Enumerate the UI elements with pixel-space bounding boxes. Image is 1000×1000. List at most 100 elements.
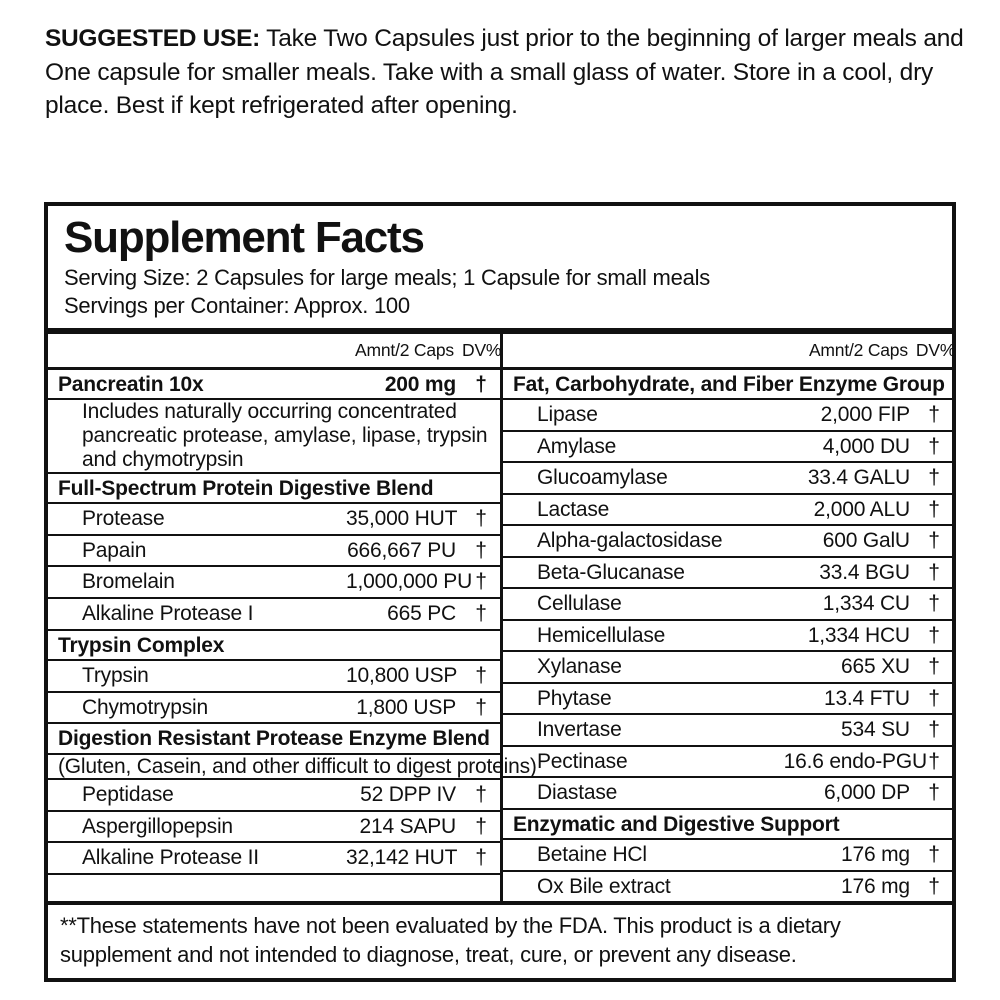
nutrient-name: Includes naturally occurring concentrate…	[48, 399, 500, 474]
nutrient-row: Hemicellulase 1,334 HCU †	[503, 619, 952, 653]
column-header-blank	[48, 334, 346, 370]
left-nutrition-column: Amnt/2 Caps DV% Pancreatin 10x 200 mg † Inclu…	[48, 334, 537, 929]
header-divider-rule	[48, 328, 952, 334]
nutrient-name: Lipase	[503, 399, 784, 432]
nutrient-row: Phytase 13.4 FTU †	[503, 682, 952, 716]
nutrient-row: Chymotrypsin 1,800 USP †	[48, 691, 500, 725]
nutrient-amount: 33.4 GALU	[783, 462, 916, 495]
nutrient-name: Ox Bile extract	[503, 870, 784, 904]
nutrient-row: Amylase 4,000 DU †	[503, 430, 952, 464]
nutrient-daily-value: †	[915, 462, 952, 495]
nutrient-daily-value: †	[915, 745, 952, 779]
nutrient-amount: 1,800 USP	[346, 691, 462, 725]
nutrient-name: Papain	[48, 534, 346, 568]
nutrient-daily-value: †	[462, 597, 500, 631]
nutrient-row: Diastase 6,000 DP †	[503, 777, 952, 810]
nutrient-row: Glucoamylase 33.4 GALU †	[503, 462, 952, 495]
nutrient-name: Bromelain	[48, 566, 346, 599]
suggested-use-label: SUGGESTED USE:	[45, 25, 260, 52]
nutrient-name: Aspergillopepsin	[48, 810, 346, 844]
nutrient-amount: 214 SAPU	[346, 810, 462, 844]
nutrient-amount: 666,667 PU	[346, 534, 462, 568]
nutrient-name: Cellulase	[503, 588, 784, 621]
nutrient-daily-value	[915, 368, 952, 401]
nutrient-name: Phytase	[503, 682, 784, 716]
nutrient-name: Protease	[48, 503, 346, 536]
nutrient-row: Trypsin 10,800 USP †	[48, 660, 500, 693]
nutrient-name: Alkaline Protease II	[48, 842, 346, 875]
nutrient-group-row: Fat, Carbohydrate, and Fiber Enzyme Grou…	[503, 368, 952, 401]
nutrient-name: Trypsin	[48, 660, 346, 693]
nutrient-name: Lactase	[503, 493, 784, 527]
nutrient-name: Alkaline Protease I	[48, 597, 346, 631]
suggested-use-paragraph: SUGGESTED USE: Take Two Capsules just pr…	[45, 22, 965, 123]
nutrient-name: Xylanase	[503, 651, 784, 684]
serving-size: Serving Size: 2 Capsules for large meals…	[64, 265, 710, 290]
nutrient-daily-value: †	[915, 399, 952, 432]
nutrient-group-row: Enzymatic and Digestive Support	[503, 808, 952, 841]
column-header-row: Amnt/2 Caps DV%	[503, 334, 955, 370]
nutrient-amount: 534 SU	[783, 714, 916, 747]
nutrient-name: Trypsin Complex	[48, 629, 462, 661]
nutrient-row: Alpha-galactosidase 600 GalU †	[503, 525, 952, 558]
nutrient-amount: 176 mg	[783, 839, 916, 872]
nutrient-daily-value: †	[915, 430, 952, 464]
fda-disclaimer-text: **These statements have not been evaluat…	[47, 904, 953, 980]
nutrient-daily-value: †	[915, 870, 952, 904]
nutrient-daily-value	[462, 472, 500, 505]
nutrient-amount: 33.4 BGU	[783, 556, 916, 590]
nutrient-name: Full-Spectrum Protein Digestive Blend	[48, 472, 462, 505]
nutrient-amount: 32,142 HUT	[346, 842, 462, 875]
nutrient-amount: 2,000 ALU	[783, 493, 916, 527]
nutrient-row: Ox Bile extract 176 mg †	[503, 870, 952, 904]
nutrient-name: Beta-Glucanase	[503, 556, 784, 590]
nutrient-daily-value: †	[462, 810, 500, 844]
dv-column-header: DV%	[462, 334, 501, 370]
dv-column-header: DV%	[915, 334, 955, 370]
nutrient-name: Chymotrypsin	[48, 691, 346, 725]
servings-per-container: Servings per Container: Approx. 100	[64, 292, 410, 318]
nutrient-amount: 1,000,000 PU	[346, 566, 472, 599]
nutrient-daily-value: †	[915, 619, 952, 653]
nutrient-amount: 600 GalU	[783, 525, 916, 558]
nutrient-daily-value: †	[915, 651, 952, 684]
nutrient-row: Lactase 2,000 ALU †	[503, 493, 952, 527]
nutrient-daily-value: †	[462, 368, 500, 401]
column-header-blank	[503, 334, 784, 370]
nutrient-row: Lipase 2,000 FIP †	[503, 399, 952, 432]
nutrient-daily-value: †	[462, 691, 500, 725]
nutrient-daily-value: †	[915, 777, 952, 810]
nutrient-row: Peptidase 52 DPP IV †	[48, 779, 500, 812]
nutrient-name: Invertase	[503, 714, 784, 747]
nutrient-row: Alkaline Protease I 665 PC †	[48, 597, 500, 631]
nutrient-name: Glucoamylase	[503, 462, 784, 495]
nutrient-amount: 1,334 HCU	[783, 619, 916, 653]
nutrient-group-row: Digestion Resistant Protease Enzyme Blen…	[48, 723, 500, 755]
nutrient-row: Alkaline Protease II 32,142 HUT †	[48, 842, 500, 875]
nutrient-daily-value: †	[915, 682, 952, 716]
nutrient-daily-value: †	[915, 493, 952, 527]
nutrient-amount: 16.6 endo-PGU	[783, 745, 927, 779]
fda-disclaimer-box: **These statements have not been evaluat…	[44, 901, 956, 983]
serving-info: Serving Size: 2 Capsules for large meals…	[48, 264, 952, 319]
nutrient-daily-value: †	[915, 714, 952, 747]
nutrient-amount: 35,000 HUT	[346, 503, 462, 536]
nutrient-name: Pancreatin 10x	[48, 368, 346, 401]
nutrient-row: Pectinase 16.6 endo-PGU †	[503, 745, 952, 779]
nutrient-daily-value: †	[915, 556, 952, 590]
nutrient-daily-value: †	[462, 842, 500, 875]
nutrient-daily-value: †	[462, 503, 500, 536]
nutrient-daily-value: †	[462, 779, 500, 812]
nutrient-daily-value: †	[462, 660, 500, 693]
supplement-facts-inner-border: Supplement Facts Serving Size: 2 Capsule…	[47, 205, 955, 967]
nutrient-row: Invertase 534 SU †	[503, 714, 952, 747]
nutrient-name: Enzymatic and Digestive Support	[503, 808, 916, 841]
nutrient-row: Beta-Glucanase 33.4 BGU †	[503, 556, 952, 590]
nutrient-name: Diastase	[503, 777, 784, 810]
nutrient-name: Fat, Carbohydrate, and Fiber Enzyme Grou…	[503, 368, 945, 401]
nutrient-name: Digestion Resistant Protease Enzyme Blen…	[48, 723, 490, 755]
nutrient-name: Amylase	[503, 430, 784, 464]
nutrient-name: Pectinase	[503, 745, 784, 779]
nutrient-row: Cellulase 1,334 CU †	[503, 588, 952, 621]
nutrient-amount: 4,000 DU	[783, 430, 916, 464]
